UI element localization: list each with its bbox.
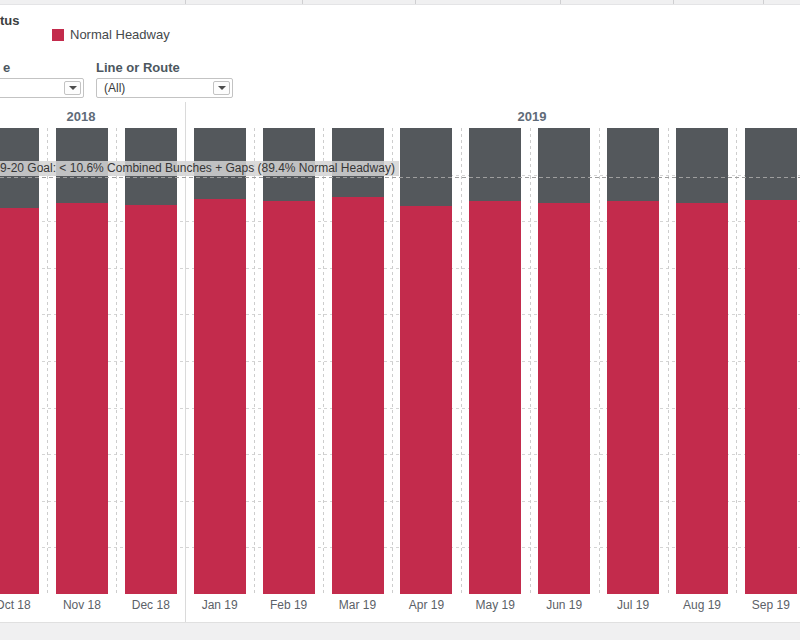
month-axis-label: Feb 19 <box>270 598 307 612</box>
year-separator-line <box>185 102 186 622</box>
bar-segment-bunches-gaps[interactable] <box>400 128 452 206</box>
bar-segment-normal-headway[interactable] <box>56 203 108 594</box>
bar-segment-normal-headway[interactable] <box>676 203 728 594</box>
bar-segment-bunches-gaps[interactable] <box>607 128 659 201</box>
year-axis-label-2019: 2019 <box>518 109 547 124</box>
month-axis-label: Apr 19 <box>409 598 444 612</box>
vertical-gridline <box>254 128 255 594</box>
stacked-bar-chart: 2018 2019 9-20 Goal: < 10.6% Combined Bu… <box>0 0 800 640</box>
month-axis-label: Jan 19 <box>202 598 238 612</box>
year-axis-label-2018: 2018 <box>67 109 96 124</box>
headway-dashboard: tus Normal Headway e Line or Route (All)… <box>0 0 800 640</box>
bar-segment-normal-headway[interactable] <box>332 197 384 594</box>
month-axis-label: May 19 <box>476 598 515 612</box>
bar-segment-normal-headway[interactable] <box>469 201 521 594</box>
bar-segment-bunches-gaps[interactable] <box>538 128 590 203</box>
bar-segment-normal-headway[interactable] <box>538 203 590 594</box>
bar-segment-normal-headway[interactable] <box>194 199 246 594</box>
month-axis-label: Dec 18 <box>132 598 170 612</box>
vertical-gridline <box>392 128 393 594</box>
bar-segment-bunches-gaps[interactable] <box>745 128 797 200</box>
cropped-panel-below-edge <box>0 622 800 640</box>
month-axis-label: Nov 18 <box>63 598 101 612</box>
vertical-gridline <box>668 128 669 594</box>
bar-segment-normal-headway[interactable] <box>263 201 315 594</box>
vertical-gridline <box>530 128 531 594</box>
month-axis-label: Sep 19 <box>752 598 790 612</box>
bar-segment-bunches-gaps[interactable] <box>676 128 728 203</box>
bar-segment-normal-headway[interactable] <box>0 208 39 594</box>
bar-segment-normal-headway[interactable] <box>400 206 452 594</box>
bar-segment-normal-headway[interactable] <box>745 200 797 594</box>
goal-annotation-label: 9-20 Goal: < 10.6% Combined Bunches + Ga… <box>0 161 399 176</box>
goal-reference-line <box>0 177 800 178</box>
month-axis-label: Mar 19 <box>339 598 376 612</box>
vertical-gridline <box>116 128 117 594</box>
month-axis-label: Jul 19 <box>617 598 649 612</box>
month-axis-label: Aug 19 <box>683 598 721 612</box>
vertical-gridline <box>599 128 600 594</box>
bar-segment-bunches-gaps[interactable] <box>469 128 521 201</box>
bar-segment-normal-headway[interactable] <box>125 205 177 594</box>
vertical-gridline <box>461 128 462 594</box>
bar-segment-normal-headway[interactable] <box>607 201 659 594</box>
month-axis-label: Oct 18 <box>0 598 31 612</box>
vertical-gridline <box>47 128 48 594</box>
vertical-gridline <box>323 128 324 594</box>
vertical-gridline <box>736 128 737 594</box>
month-axis-label: Jun 19 <box>546 598 582 612</box>
